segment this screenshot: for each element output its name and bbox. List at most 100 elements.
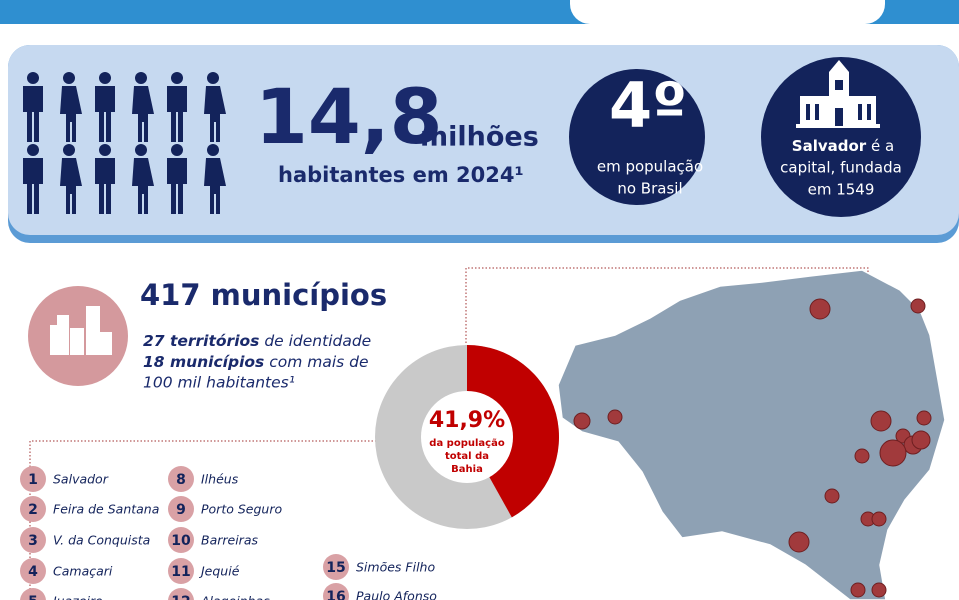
person (23, 144, 43, 214)
list-number: 11 (171, 564, 190, 580)
man (95, 158, 115, 214)
capital-name: Salvador (792, 137, 867, 155)
bold-part: 18 municípios (143, 353, 264, 371)
city-dot (788, 531, 810, 553)
municipalities-title: 417 municípios (140, 278, 387, 312)
person (204, 144, 226, 214)
person (204, 72, 226, 142)
donut-hole (421, 391, 513, 483)
city-dot (879, 439, 907, 467)
list-name: Ilhéus (201, 472, 239, 487)
municipalities-line: 27 territórios de identidade (143, 332, 371, 350)
capital-line: capital, fundada (780, 159, 902, 177)
person-head (27, 72, 39, 84)
list-badge (168, 588, 194, 600)
city-dot (871, 511, 887, 527)
person (60, 72, 82, 142)
people-icons (23, 72, 226, 214)
list-name: Juazeiro (50, 594, 103, 600)
woman (132, 158, 154, 214)
population-panel (8, 45, 959, 235)
list-name: Alagoinhas (200, 594, 270, 600)
list-number: 1 (28, 472, 38, 488)
list-badge (20, 558, 46, 584)
donut-caption: total da (445, 451, 489, 462)
person-head (171, 72, 183, 84)
text-part: com mais de (264, 353, 368, 371)
woman (60, 86, 82, 142)
list-name: Salvador (53, 472, 109, 487)
woman (60, 158, 82, 214)
list-number: 15 (326, 560, 345, 576)
city-dot (911, 430, 931, 450)
list-number: 4 (28, 564, 38, 580)
rank-number: 4º (609, 69, 687, 142)
city-dot (870, 410, 892, 432)
man (95, 86, 115, 142)
person (23, 72, 43, 142)
person-head (99, 72, 111, 84)
municipalities-line: 100 mil habitantes¹ (143, 374, 295, 392)
bahia-map (557, 269, 946, 600)
header-tab (570, 0, 885, 24)
list-number: 9 (176, 502, 186, 518)
list-badge (168, 527, 194, 553)
list-badge (323, 554, 349, 580)
list-badge (168, 466, 194, 492)
woman (132, 86, 154, 142)
list-name: Paulo Afonso (356, 589, 437, 600)
list-badge (20, 588, 46, 600)
rank-line: no Brasil (617, 180, 682, 198)
person (167, 72, 187, 142)
rank-circle (569, 69, 705, 205)
person-head (99, 144, 111, 156)
building-windows (806, 80, 871, 126)
city-list: 1 Salvador 2 Feira de Santana 3 V. da Conquis… (20, 466, 437, 600)
person-head (135, 72, 147, 84)
person-head (207, 144, 219, 156)
person (132, 72, 154, 142)
capital-text: é a (866, 137, 894, 155)
city-dot (607, 409, 623, 425)
list-name: Jequié (198, 564, 240, 579)
municipalities-line: 18 municípios com mais de (143, 353, 369, 371)
donut-caption: Bahia (451, 464, 483, 475)
municipalities-number: 417 (140, 278, 201, 312)
donut-caption: da população (429, 438, 505, 449)
list-name: V. da Conquista (53, 533, 150, 548)
list-number: 5 (28, 594, 38, 600)
man (23, 86, 43, 142)
person (95, 72, 115, 142)
person (132, 144, 154, 214)
list-badge (168, 558, 194, 584)
person-head (207, 72, 219, 84)
list-badge (20, 496, 46, 522)
list-name: Feira de Santana (53, 502, 159, 517)
city-dots (573, 298, 932, 598)
list-number: 2 (28, 502, 38, 518)
city-dot (854, 448, 870, 464)
list-name: Barreiras (201, 533, 258, 548)
man (167, 158, 187, 214)
population-number: 14,8 (255, 72, 443, 161)
list-badge (20, 527, 46, 553)
list-name: Simões Filho (356, 560, 435, 575)
person-head (171, 144, 183, 156)
person (60, 144, 82, 214)
municipalities-label: municípios (211, 278, 387, 312)
capital-line: em 1549 (808, 181, 875, 199)
city-dot (871, 582, 887, 598)
city-dot (916, 410, 932, 426)
list-name: Porto Seguro (201, 502, 282, 517)
list-badge (323, 583, 349, 600)
donut-value: 41,9% (429, 408, 505, 433)
person (95, 144, 115, 214)
city-dot (809, 298, 831, 320)
text-part: de identidade (259, 332, 371, 350)
city-dot (573, 412, 591, 430)
city-dot (910, 298, 926, 314)
list-number: 10 (171, 533, 191, 549)
man (167, 86, 187, 142)
list-badge (20, 466, 46, 492)
